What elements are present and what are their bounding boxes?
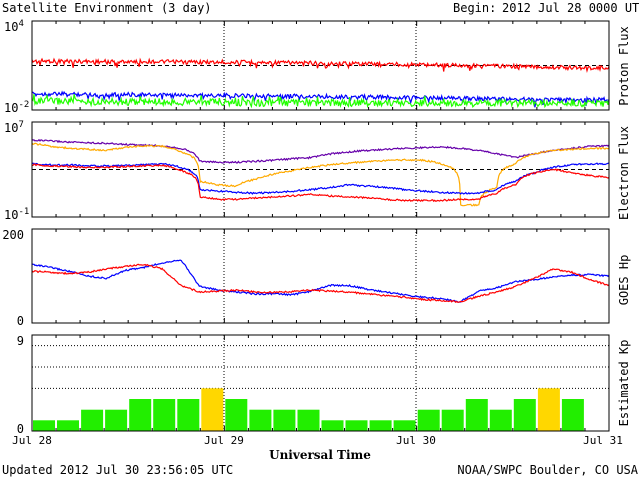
- kp-bar: [153, 399, 176, 431]
- credit-line: NOAA/SWPC Boulder, CO USA: [457, 463, 638, 477]
- kp-bar: [177, 399, 200, 431]
- goes-hp-ylabel: GOES Hp: [617, 255, 631, 306]
- kp-bar: [513, 399, 536, 431]
- kp-bar: [393, 420, 416, 431]
- x-tick-label-jul29: Jul 29: [204, 434, 244, 447]
- kp-bar: [537, 388, 560, 431]
- green-series-line: [31, 93, 610, 109]
- y-tick-label: 0: [17, 314, 24, 328]
- kp-bar: [561, 399, 584, 431]
- kp-bar: [297, 409, 320, 431]
- kp-bar: [105, 409, 128, 431]
- kp-bar: [465, 399, 488, 431]
- orange-series-line: [31, 142, 610, 207]
- kp-bar: [489, 409, 512, 431]
- kp-bar: [321, 420, 344, 431]
- kp-bar: [273, 409, 296, 431]
- panel-frame: [31, 228, 610, 324]
- x-tick-label-jul28: Jul 28: [12, 434, 52, 447]
- kp-bar: [81, 409, 104, 431]
- begin-value: 2012 Jul 28 0000 UTC: [502, 1, 640, 15]
- kp-bar: [129, 399, 152, 431]
- kp-bar: [249, 409, 272, 431]
- y-tick-label: 104: [4, 19, 24, 34]
- updated-timestamp: Updated 2012 Jul 30 23:56:05 UTC: [2, 463, 233, 477]
- y-tick-label: 10-1: [4, 207, 29, 222]
- kp-bar: [345, 420, 368, 431]
- chart-title: Satellite Environment (3 day): [2, 1, 212, 15]
- x-tick-label-jul31: Jul 31: [583, 434, 623, 447]
- red-series-line: [31, 263, 610, 303]
- kp-bar: [441, 409, 464, 431]
- kp-bar: [57, 420, 79, 431]
- proton-flux-ylabel: Proton Flux: [617, 26, 631, 105]
- kp-bar: [201, 388, 224, 431]
- x-axis-label: Universal Time: [269, 448, 371, 462]
- estimated-kp-ylabel: Estimated Kp: [617, 340, 631, 427]
- y-tick-label: 200: [2, 228, 24, 242]
- proton-flux-panel: 104 10-2: [4, 19, 610, 115]
- estimated-kp-panel: 90: [17, 334, 610, 436]
- purple-series-line: [31, 138, 610, 164]
- y-tick-label: 0: [17, 422, 24, 436]
- y-tick-label: 9: [17, 334, 24, 348]
- y-tick-label: 107: [4, 120, 24, 135]
- blue-series-line: [31, 259, 610, 303]
- red-series-line: [31, 57, 610, 73]
- kp-bar: [33, 420, 55, 431]
- kp-bar: [417, 409, 440, 431]
- red-series-line: [31, 163, 610, 203]
- y-tick-label: 10-2: [4, 100, 29, 115]
- kp-bar: [369, 420, 392, 431]
- electron-flux-ylabel: Electron Flux: [617, 126, 631, 220]
- blue-series-line: [31, 90, 610, 108]
- begin-label: Begin:: [453, 1, 496, 15]
- x-tick-label-jul30: Jul 30: [396, 434, 436, 447]
- electron-flux-panel: 107 10-1: [4, 120, 610, 222]
- kp-bar: [225, 399, 248, 431]
